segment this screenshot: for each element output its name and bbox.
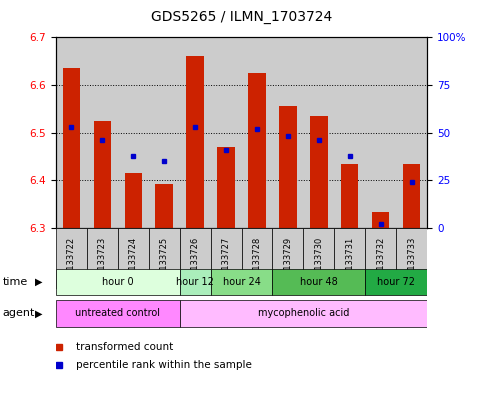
Text: hour 12: hour 12 xyxy=(176,277,214,287)
Bar xyxy=(366,228,397,289)
Text: hour 72: hour 72 xyxy=(377,277,415,287)
Bar xyxy=(62,68,80,228)
Bar xyxy=(117,228,149,289)
Text: GSM1133722: GSM1133722 xyxy=(67,237,75,293)
Text: GSM1133725: GSM1133725 xyxy=(159,237,169,293)
Bar xyxy=(56,300,180,327)
Text: GSM1133728: GSM1133728 xyxy=(253,237,261,293)
Bar xyxy=(272,228,303,289)
Bar xyxy=(303,37,334,228)
Bar xyxy=(372,212,389,228)
Bar xyxy=(149,37,180,228)
Bar xyxy=(217,147,235,228)
Bar xyxy=(86,37,117,228)
Text: GSM1133731: GSM1133731 xyxy=(345,237,355,293)
Bar xyxy=(303,228,334,289)
Bar xyxy=(180,228,211,289)
Bar xyxy=(186,56,203,228)
Bar xyxy=(180,37,211,228)
Text: untreated control: untreated control xyxy=(75,309,160,318)
Text: agent: agent xyxy=(2,309,35,318)
Bar xyxy=(280,107,297,228)
Text: GSM1133729: GSM1133729 xyxy=(284,237,293,293)
Bar xyxy=(397,228,427,289)
Text: hour 24: hour 24 xyxy=(223,277,260,287)
Bar xyxy=(180,269,211,295)
Bar xyxy=(403,163,421,228)
Text: transformed count: transformed count xyxy=(76,342,173,352)
Bar xyxy=(366,37,397,228)
Bar xyxy=(334,37,366,228)
Bar xyxy=(211,228,242,289)
Bar xyxy=(272,37,303,228)
Bar xyxy=(180,300,427,327)
Bar xyxy=(272,269,366,295)
Bar xyxy=(125,173,142,228)
Text: time: time xyxy=(2,277,28,287)
Bar xyxy=(211,269,272,295)
Bar xyxy=(86,228,117,289)
Text: GDS5265 / ILMN_1703724: GDS5265 / ILMN_1703724 xyxy=(151,10,332,24)
Bar xyxy=(156,184,172,228)
Text: GSM1133723: GSM1133723 xyxy=(98,237,107,293)
Text: mycophenolic acid: mycophenolic acid xyxy=(258,309,349,318)
Bar xyxy=(242,228,272,289)
Bar xyxy=(149,228,180,289)
Bar xyxy=(341,163,358,228)
Bar xyxy=(397,37,427,228)
Text: GSM1133733: GSM1133733 xyxy=(408,237,416,294)
Text: GSM1133724: GSM1133724 xyxy=(128,237,138,293)
Text: GSM1133726: GSM1133726 xyxy=(190,237,199,293)
Text: percentile rank within the sample: percentile rank within the sample xyxy=(76,360,252,371)
Bar xyxy=(117,37,149,228)
Text: ▶: ▶ xyxy=(35,309,43,318)
Text: GSM1133727: GSM1133727 xyxy=(222,237,230,293)
Bar xyxy=(248,73,266,228)
Bar xyxy=(211,37,242,228)
Bar xyxy=(242,37,272,228)
Text: hour 48: hour 48 xyxy=(300,277,338,287)
Bar xyxy=(311,116,327,228)
Bar xyxy=(56,269,180,295)
Bar xyxy=(94,121,111,228)
Text: GSM1133732: GSM1133732 xyxy=(376,237,385,293)
Text: hour 0: hour 0 xyxy=(102,277,133,287)
Text: GSM1133730: GSM1133730 xyxy=(314,237,324,293)
Bar xyxy=(366,269,427,295)
Bar xyxy=(56,37,86,228)
Text: ▶: ▶ xyxy=(35,277,43,287)
Bar xyxy=(56,228,86,289)
Bar xyxy=(334,228,366,289)
